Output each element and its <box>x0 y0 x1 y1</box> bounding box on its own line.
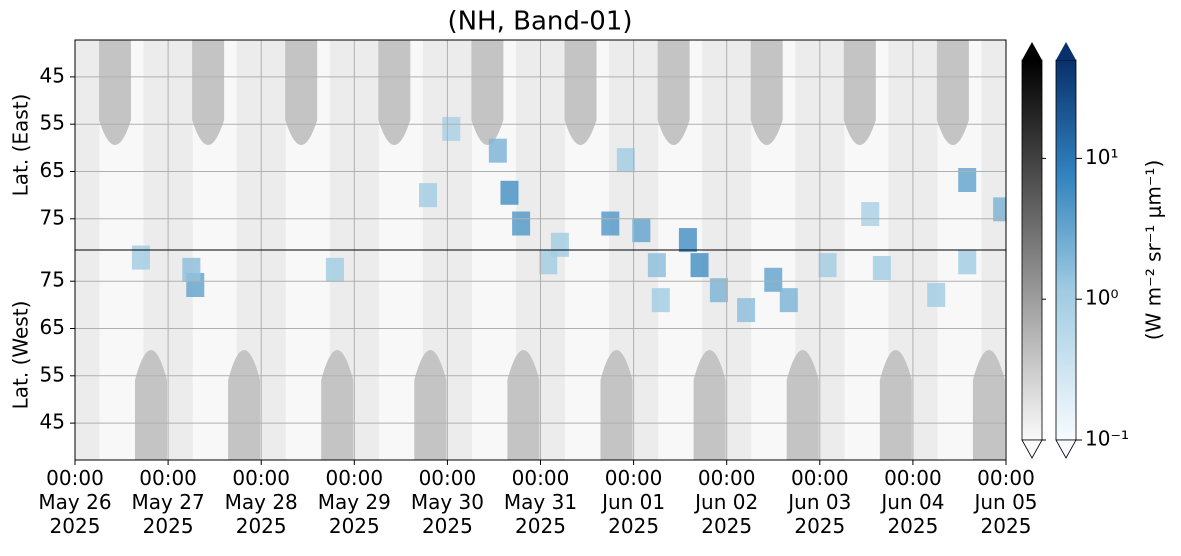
cell-cluster <box>601 211 620 236</box>
cell-cluster <box>442 116 461 141</box>
cell-cluster <box>779 288 798 313</box>
chart-title: (NH, Band-01) <box>447 7 632 37</box>
y-tick-label: 65 <box>40 158 65 182</box>
x-tick-label: 00:00 Jun 02 2025 <box>695 466 759 538</box>
night-region <box>972 350 1005 460</box>
cell-cluster <box>678 228 697 253</box>
night-region <box>99 40 131 145</box>
cell-cluster <box>818 253 837 278</box>
cell-cluster <box>872 255 891 280</box>
cell-cluster <box>764 267 783 292</box>
x-tick-label: 00:00 May 28 2025 <box>224 466 298 538</box>
colorbar-extend <box>1056 42 1076 60</box>
cell-cluster <box>512 211 531 236</box>
night-region <box>786 350 819 460</box>
y-tick-label: 75 <box>40 205 65 229</box>
colorbar-extend <box>1022 42 1042 60</box>
x-tick-label: 00:00 May 29 2025 <box>317 466 391 538</box>
cell-cluster <box>539 250 558 275</box>
night-region <box>135 350 167 460</box>
colorbar-tick-label: 10⁰ <box>1085 286 1118 310</box>
night-region <box>228 350 261 460</box>
y-tick-label: 55 <box>40 111 65 135</box>
cell-cluster <box>500 180 519 205</box>
cell-cluster <box>709 278 728 303</box>
x-tick-label: 00:00 Jun 03 2025 <box>788 466 852 538</box>
cell-cluster <box>993 197 1006 222</box>
cell-cluster <box>690 253 709 278</box>
colorbar-extend <box>1021 439 1043 459</box>
y-axis-label: Lat. (East) <box>9 94 33 197</box>
colorbar-label: (W m⁻² sr⁻¹ μm⁻¹) <box>1142 160 1166 341</box>
y-tick-label: 75 <box>40 268 65 292</box>
colorbar-blue <box>1055 59 1077 441</box>
cell-cluster <box>958 250 977 275</box>
cell-cluster <box>632 218 651 243</box>
night-region <box>879 350 912 460</box>
cell-cluster <box>419 183 438 208</box>
cell-cluster <box>861 202 880 227</box>
night-region <box>600 350 633 460</box>
cell-cluster <box>958 168 977 192</box>
night-region <box>564 40 597 145</box>
plot-frame <box>74 39 1007 461</box>
x-tick-label: 00:00 Jun 04 2025 <box>881 466 945 538</box>
night-region <box>192 40 225 145</box>
night-region <box>843 40 876 145</box>
night-region <box>750 40 783 145</box>
x-tick-label: 00:00 May 26 2025 <box>38 466 112 538</box>
colorbar-tick-label: 10⁻¹ <box>1085 427 1129 451</box>
x-tick-label: 00:00 May 30 2025 <box>410 466 484 538</box>
night-region <box>657 40 690 145</box>
cell-cluster <box>182 257 201 282</box>
cell-cluster <box>927 282 946 307</box>
cell-cluster <box>647 253 666 278</box>
cell-cluster <box>616 148 635 173</box>
y-tick-label: 65 <box>40 315 65 339</box>
colorbar-gray <box>1021 59 1043 441</box>
cell-cluster <box>737 298 756 323</box>
night-region <box>285 40 318 145</box>
colorbar-tick-label: 10¹ <box>1085 145 1118 169</box>
x-tick-label: 00:00 May 31 2025 <box>503 466 578 538</box>
y-tick-label: 45 <box>40 410 65 434</box>
night-region <box>693 350 726 460</box>
colorbar-extend <box>1055 439 1077 459</box>
x-tick-label: 00:00 Jun 01 2025 <box>602 466 666 538</box>
night-region <box>936 40 969 145</box>
night-region <box>321 350 354 460</box>
cell-cluster <box>131 245 150 270</box>
y-tick-label: 55 <box>40 362 65 386</box>
x-tick-label: 00:00 May 27 2025 <box>131 466 205 538</box>
night-region <box>378 40 411 145</box>
data-layer <box>131 116 1006 323</box>
night-region <box>507 350 540 460</box>
cell-cluster <box>325 257 344 282</box>
y-tick-label: 45 <box>40 63 65 87</box>
cell-cluster <box>488 138 507 163</box>
x-tick-label: 00:00 Jun 05 2025 <box>974 466 1038 538</box>
cell-cluster <box>651 288 670 313</box>
y-axis-label: Lat. (West) <box>9 301 33 410</box>
night-region <box>471 40 504 145</box>
night-region <box>414 350 447 460</box>
